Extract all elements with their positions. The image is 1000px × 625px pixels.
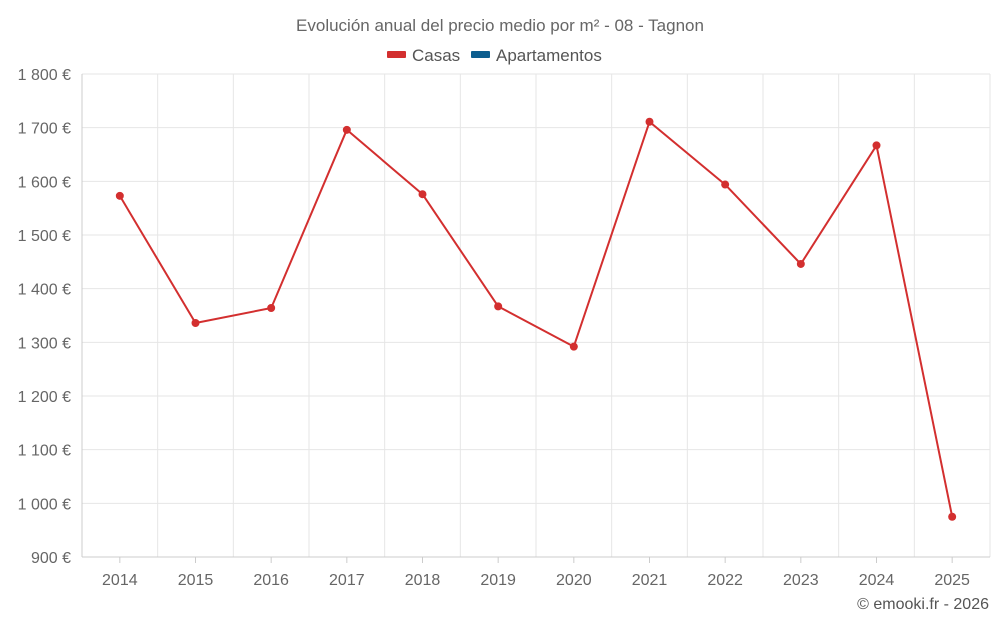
y-tick-label: 1 200 € (18, 389, 71, 406)
data-point-casas-2016[interactable] (267, 303, 276, 312)
data-point-casas-2021[interactable] (645, 117, 654, 126)
x-tick-label: 2015 (178, 572, 214, 589)
y-tick-label: 1 600 € (18, 174, 71, 191)
grid (82, 73, 991, 558)
y-tick-label: 1 100 € (18, 443, 71, 460)
x-tick-label: 2025 (934, 572, 970, 589)
y-tick-label: 1 700 € (18, 121, 71, 138)
y-tick-label: 1 400 € (18, 282, 71, 299)
data-point-casas-2020[interactable] (569, 342, 578, 351)
data-point-casas-2015[interactable] (191, 319, 200, 328)
x-tick-label: 2022 (707, 572, 743, 589)
y-tick-label: 900 € (31, 550, 71, 567)
legend-swatch-apartamentos[interactable] (471, 51, 490, 58)
y-tick-label: 1 000 € (18, 496, 71, 513)
data-point-casas-2019[interactable] (494, 302, 503, 311)
legend-label-apartamentos[interactable]: Apartamentos (496, 46, 602, 65)
x-tick-label: 2021 (632, 572, 668, 589)
series-line-casas (118, 120, 954, 517)
x-axis: 2014 2015 2016 2017 2018 2019 2020 2021 2022 2023… (82, 556, 990, 589)
data-point-casas-2017[interactable] (342, 125, 351, 134)
series-layer (115, 117, 957, 521)
y-tick-label: 1 800 € (18, 67, 71, 84)
data-point-casas-2023[interactable] (796, 259, 805, 268)
legend-label-casas[interactable]: Casas (412, 46, 460, 65)
data-point-casas-2022[interactable] (721, 180, 730, 189)
x-tick-label: 2014 (102, 572, 138, 589)
chart-title: Evolución anual del precio medio por m² … (296, 16, 704, 35)
x-tick-label: 2018 (405, 572, 441, 589)
y-tick-label: 1 500 € (18, 228, 71, 245)
x-tick-label: 2016 (253, 572, 289, 589)
credit-text: © emooki.fr - 2026 (857, 596, 989, 613)
y-axis: 900 € 1 000 € 1 100 € 1 200 € 1 300 € 1 400 €… (18, 67, 83, 567)
data-point-casas-2018[interactable] (418, 190, 427, 199)
data-point-casas-2025[interactable] (948, 512, 957, 521)
x-tick-label: 2019 (480, 572, 516, 589)
x-tick-label: 2020 (556, 572, 592, 589)
data-point-casas-2014[interactable] (115, 191, 124, 200)
x-tick-label: 2017 (329, 572, 365, 589)
y-tick-label: 1 300 € (18, 335, 71, 352)
x-tick-label: 2023 (783, 572, 819, 589)
legend: Casas Apartamentos (387, 46, 602, 65)
x-tick-label: 2024 (859, 572, 895, 589)
legend-swatch-casas[interactable] (387, 51, 406, 58)
data-point-casas-2024[interactable] (872, 141, 881, 150)
